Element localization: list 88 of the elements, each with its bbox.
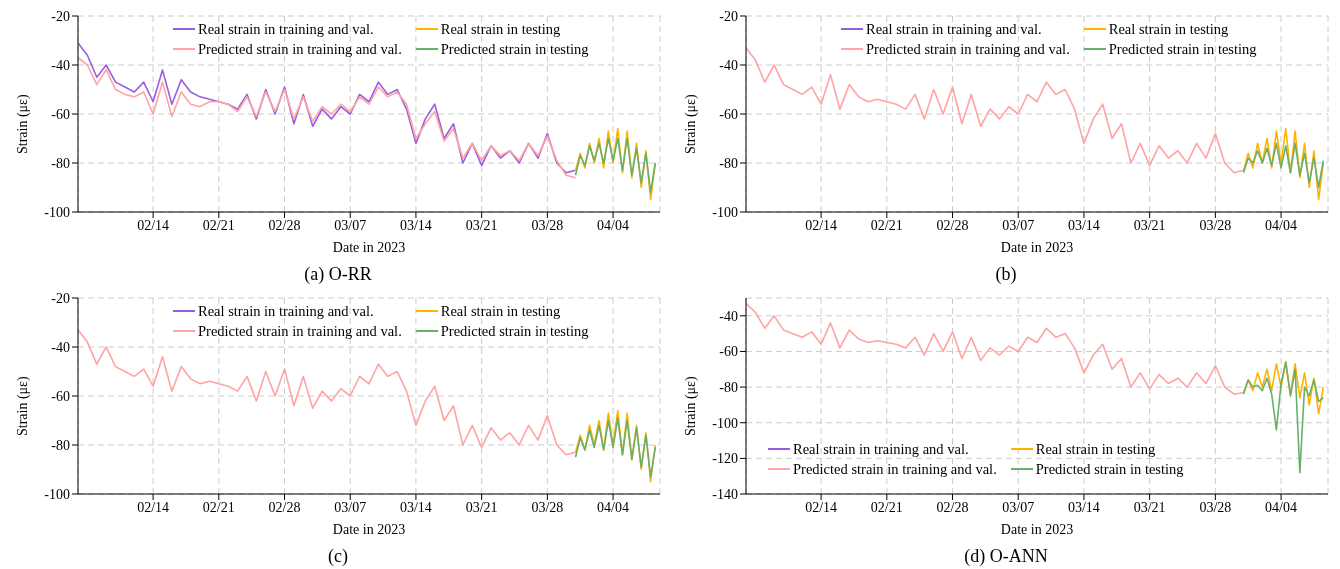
line-series xyxy=(1242,361,1325,474)
x-tick-label: 03/14 xyxy=(1067,499,1100,515)
x-tick-label: 02/28 xyxy=(936,499,969,515)
x-tick-label: 04/04 xyxy=(597,217,630,233)
legend-label: Real strain in testing xyxy=(440,302,561,320)
y-tick-label: -60 xyxy=(719,106,738,122)
legend-label: Predicted strain in testing xyxy=(440,322,589,340)
x-tick-label: 02/21 xyxy=(202,217,235,233)
x-tick-label: 04/04 xyxy=(597,499,630,515)
legend-label: Predicted strain in training and val. xyxy=(198,40,402,58)
legend-label: Predicted strain in testing xyxy=(440,40,589,58)
x-tick-label: 02/14 xyxy=(137,499,170,515)
y-axis-title: Strain (με) xyxy=(682,94,699,154)
y-tick-label: -40 xyxy=(719,57,738,73)
text: (d) O-ANN xyxy=(963,546,1049,567)
x-tick-label: 03/14 xyxy=(399,499,432,515)
x-axis-title: Date in 2023 xyxy=(1000,522,1074,537)
y-tick-label: -20 xyxy=(51,290,70,306)
y-tick-label: -20 xyxy=(719,8,738,24)
x-axis-title: Date in 2023 xyxy=(332,522,406,537)
x-tick-label: 03/07 xyxy=(1002,499,1035,515)
x-tick-label: 02/28 xyxy=(268,217,301,233)
legend-label: Predicted strain in testing xyxy=(1108,40,1257,58)
y-tick-label: -80 xyxy=(51,155,70,171)
y-tick-label: -100 xyxy=(44,204,70,220)
x-tick-label: 04/04 xyxy=(1265,499,1298,515)
x-tick-label: 03/28 xyxy=(531,499,564,515)
x-tick-label: 04/04 xyxy=(1265,217,1298,233)
y-tick-label: -100 xyxy=(712,204,738,220)
legend-label: Real strain in training and val. xyxy=(198,302,374,320)
legend-label: Predicted strain in training and val. xyxy=(198,322,402,340)
line-series xyxy=(746,302,1245,396)
y-tick-label: -100 xyxy=(712,415,738,431)
y-tick-label: -40 xyxy=(51,339,70,355)
y-tick-label: -100 xyxy=(44,486,70,502)
y-tick-label: -60 xyxy=(51,388,70,404)
x-tick-label: 03/21 xyxy=(1133,499,1166,515)
line-series xyxy=(574,137,657,194)
x-tick-label: 02/14 xyxy=(137,217,170,233)
y-axis-title: Strain (με) xyxy=(14,94,31,154)
x-tick-label: 03/28 xyxy=(1199,217,1232,233)
legend-label: Real strain in testing xyxy=(1108,20,1229,38)
x-tick-label: 02/28 xyxy=(268,499,301,515)
y-axis-title: Strain (με) xyxy=(682,376,699,436)
x-tick-label: 03/07 xyxy=(334,217,367,233)
y-tick-label: -140 xyxy=(712,486,738,502)
line-series xyxy=(574,417,657,478)
text: (b) xyxy=(994,264,1018,285)
y-tick-label: -60 xyxy=(719,344,738,360)
x-tick-label: 03/14 xyxy=(1067,217,1100,233)
x-tick-label: 02/21 xyxy=(202,499,235,515)
line-series xyxy=(1242,127,1325,201)
x-tick-label: 03/07 xyxy=(1002,217,1035,233)
x-tick-label: 03/21 xyxy=(465,217,498,233)
y-tick-label: -80 xyxy=(719,155,738,171)
line-series xyxy=(1242,142,1325,189)
x-tick-label: 03/28 xyxy=(1199,499,1232,515)
legend-label: Real strain in testing xyxy=(440,20,561,38)
y-tick-label: -60 xyxy=(51,106,70,122)
legend-label: Real strain in training and val. xyxy=(866,20,1042,38)
legend-label: Predicted strain in testing xyxy=(1035,460,1184,478)
y-tick-label: -80 xyxy=(51,437,70,453)
y-tick-label: -40 xyxy=(51,57,70,73)
x-tick-label: 02/14 xyxy=(805,499,838,515)
line-series xyxy=(1242,361,1325,415)
x-axis-title: Date in 2023 xyxy=(1000,240,1074,255)
y-tick-label: -80 xyxy=(719,380,738,396)
text: (c) xyxy=(327,546,349,567)
legend-label: Predicted strain in training and val. xyxy=(793,460,997,478)
x-tick-label: 03/07 xyxy=(334,499,367,515)
legend-label: Real strain in training and val. xyxy=(198,20,374,38)
y-axis-title: Strain (με) xyxy=(14,376,31,436)
x-tick-label: 02/21 xyxy=(870,499,903,515)
y-tick-label: -20 xyxy=(51,8,70,24)
x-axis-title: Date in 2023 xyxy=(332,240,406,255)
x-tick-label: 02/21 xyxy=(870,217,903,233)
y-tick-label: -120 xyxy=(712,451,738,467)
legend-label: Real strain in training and val. xyxy=(793,440,969,458)
text: (a) O-RR xyxy=(303,264,373,285)
x-tick-label: 03/14 xyxy=(399,217,432,233)
x-tick-label: 02/28 xyxy=(936,217,969,233)
x-tick-label: 03/21 xyxy=(465,499,498,515)
y-tick-label: -40 xyxy=(719,308,738,324)
legend-label: Real strain in testing xyxy=(1035,440,1156,458)
x-tick-label: 03/21 xyxy=(1133,217,1166,233)
x-tick-label: 02/14 xyxy=(805,217,838,233)
x-tick-label: 03/28 xyxy=(531,217,564,233)
legend-label: Predicted strain in training and val. xyxy=(866,40,1070,58)
